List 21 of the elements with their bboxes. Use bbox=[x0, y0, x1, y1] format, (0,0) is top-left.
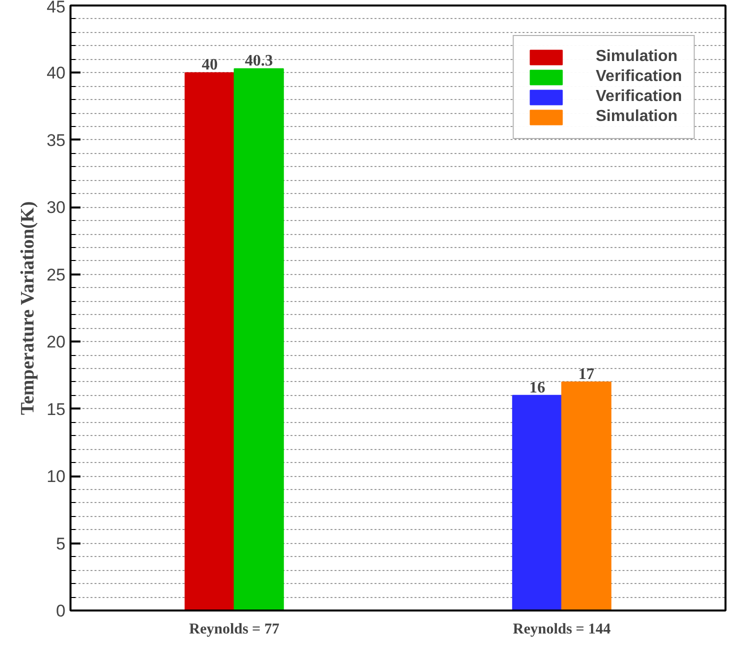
x-tick-label: Reynolds = 77 bbox=[189, 622, 280, 638]
y-tick-label: 40 bbox=[46, 64, 66, 83]
legend-label: Simulation bbox=[596, 108, 678, 126]
y-axis-title: Temperature Variation(K) bbox=[18, 201, 39, 416]
data-label: 16 bbox=[529, 379, 546, 396]
legend-label: Verification bbox=[596, 88, 682, 106]
y-tick-label: 25 bbox=[46, 265, 66, 284]
legend-label: Verification bbox=[596, 68, 682, 86]
y-tick-label: 35 bbox=[46, 130, 66, 150]
y-tick-label: 10 bbox=[46, 467, 66, 486]
legend-label: Simulation bbox=[596, 48, 678, 66]
y-tick-label: 20 bbox=[46, 332, 66, 352]
x-tick-label: Reynolds = 144 bbox=[512, 622, 612, 638]
y-tick-label: 45 bbox=[46, 0, 66, 16]
y-tick-label: 30 bbox=[46, 198, 66, 218]
y-tick-label: 5 bbox=[56, 534, 66, 554]
data-label: 40 bbox=[202, 56, 218, 74]
data-label: 17 bbox=[578, 366, 594, 383]
y-tick-label: 15 bbox=[46, 400, 66, 419]
data-label: 40.3 bbox=[244, 52, 273, 70]
y-tick-label: 0 bbox=[56, 602, 66, 620]
